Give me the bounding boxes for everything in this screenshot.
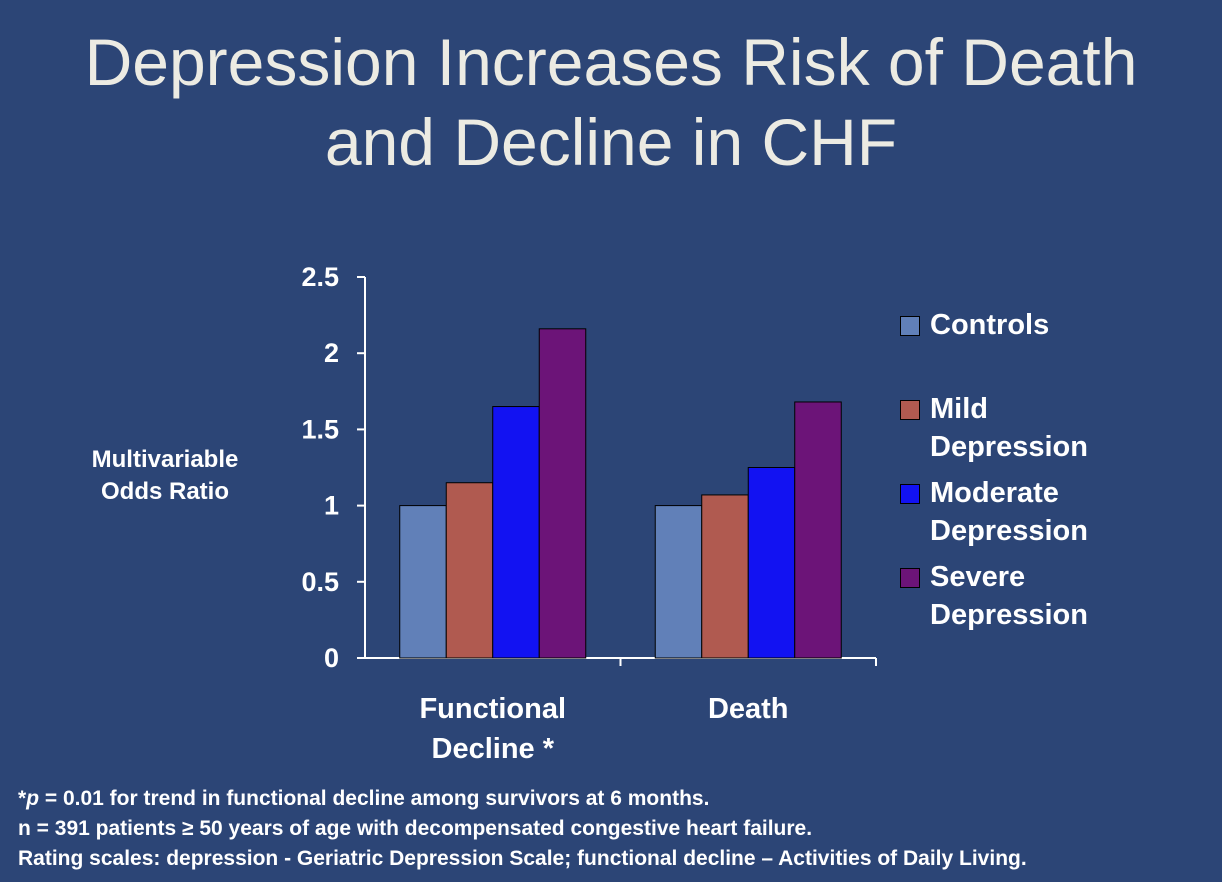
x-category-label-line: Death xyxy=(708,693,789,725)
slide-title-line-1: Depression Increases Risk of Death xyxy=(84,25,1138,99)
y-tick-label: 0.5 xyxy=(301,567,339,597)
x-category-label: Death xyxy=(708,693,789,725)
bar-mild xyxy=(445,482,494,659)
y-tick-label: 1.5 xyxy=(301,414,339,444)
y-axis-label: Multivariable Odds Ratio xyxy=(60,444,270,508)
bar-severe xyxy=(538,328,587,659)
y-tick-label: 2 xyxy=(324,338,339,368)
bar-severe xyxy=(794,401,842,659)
legend-label-mild: Mild Depression xyxy=(930,393,1088,463)
x-category-label-line: Functional xyxy=(419,693,566,725)
footnote-p-value: *p = 0.01 for trend in functional declin… xyxy=(18,784,1027,814)
x-category-label: Functional Decline * xyxy=(419,693,566,765)
y-axis-label-line-2: Odds Ratio xyxy=(100,478,229,505)
legend-label-severe: Severe Depression xyxy=(930,561,1088,631)
bar-controls xyxy=(399,505,447,659)
x-category-label-line: Decline * xyxy=(432,733,555,765)
footnotes: *p = 0.01 for trend in functional declin… xyxy=(18,784,1027,874)
footnote-p-value-text: = 0.01 for trend in functional decline a… xyxy=(39,787,710,810)
footnote-asterisk: * xyxy=(18,787,27,810)
footnote-sample: n = 391 patients ≥ 50 years of age with … xyxy=(18,817,813,840)
footnote-p-symbol: p xyxy=(26,787,40,810)
y-axis-label-line-1: Multivariable xyxy=(91,446,239,473)
legend-label-controls: Controls xyxy=(930,309,1050,341)
legend-swatch-controls xyxy=(900,316,920,336)
legend-swatch-severe xyxy=(900,568,920,588)
legend-swatch-moderate xyxy=(900,484,920,504)
y-tick-label: 0 xyxy=(324,643,339,673)
bar-mild xyxy=(701,494,749,659)
legend-swatch-mild xyxy=(900,400,920,420)
bar-moderate xyxy=(747,467,796,659)
slide-title: Depression Increases Risk of Death and D… xyxy=(0,22,1222,182)
bar-moderate xyxy=(492,406,540,659)
y-tick-label: 2.5 xyxy=(301,262,339,292)
slide-title-line-2: and Decline in CHF xyxy=(324,105,898,179)
legend-label-moderate: Moderate Depression xyxy=(930,477,1088,547)
bar-controls xyxy=(654,505,703,659)
footnote-rating-scales: Rating scales: depression - Geriatric De… xyxy=(18,847,1027,870)
y-tick-label: 1 xyxy=(324,491,339,521)
